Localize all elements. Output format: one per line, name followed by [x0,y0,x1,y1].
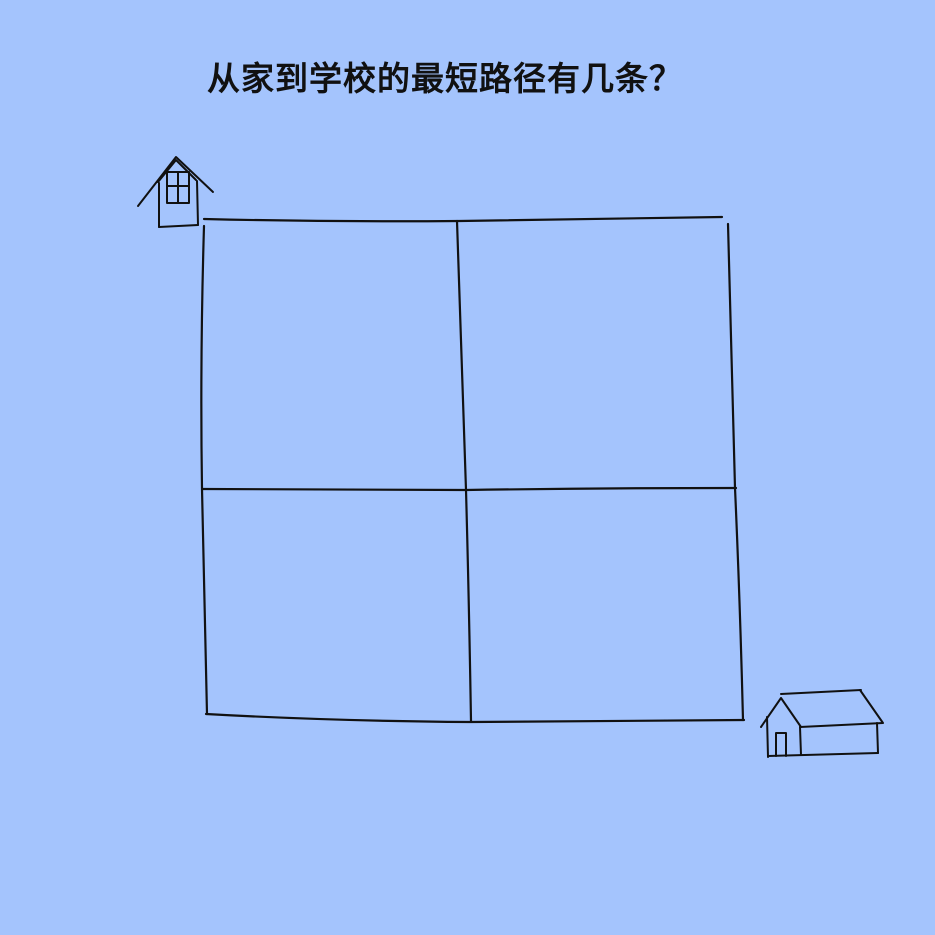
house-roof [137,156,214,207]
house-base [158,224,199,228]
grid-line-top [202,215,724,223]
question-title: 从家到学校的最短路径有几条？ [207,59,683,98]
grid-line-bottom [204,712,746,724]
grid-line-right [726,222,745,722]
school-wall-right [876,722,879,754]
grid-line-middle-horizontal [201,486,738,492]
school-door [775,732,787,757]
school-icon [760,689,884,758]
house-wall-right [196,180,199,226]
school-roof-back [799,689,884,728]
house-icon [137,156,214,228]
grid-line-left [200,224,209,716]
street-grid [200,215,746,724]
school-base [767,752,879,757]
school-roof-top [780,689,862,695]
school-wall-front-left [766,716,769,758]
school-wall-divider [799,726,802,756]
grid-line-middle-vertical [455,219,473,723]
